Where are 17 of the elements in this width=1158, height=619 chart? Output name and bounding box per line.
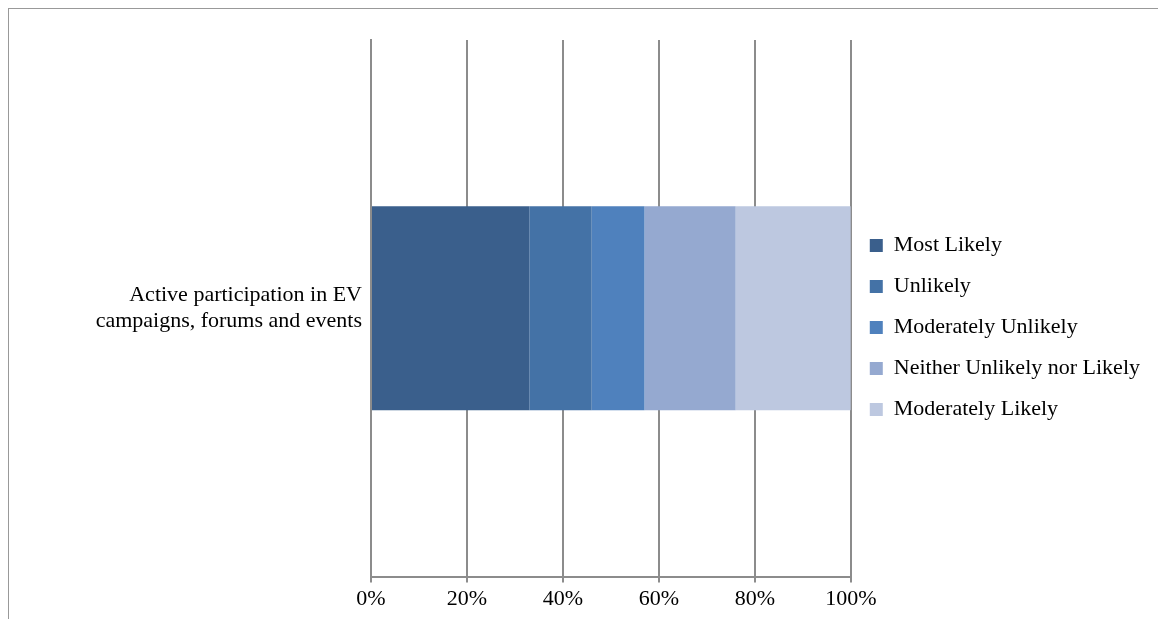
x-tick-label: 80% [734,584,775,610]
x-tick-label: 0% [356,584,386,610]
legend-label: Unlikely [893,272,971,298]
x-tick-label: 60% [638,584,680,610]
bar [591,206,645,411]
bar [372,206,530,411]
legend-label: Neither Unlikely nor Likely [893,354,1141,380]
bar [644,206,736,411]
bar [735,206,851,411]
y-tick-label: Active participation in EV campaigns, forums and events [95,280,363,333]
legend-label: Moderately Likely [893,395,1059,421]
x-tick-label: 20% [446,584,488,610]
x-tick-label: 40% [542,584,584,610]
x-tick-label: 100% [825,584,877,610]
legend-label: Most Likely [893,231,1002,257]
legend-label: Moderately Unlikely [893,313,1078,339]
bar [529,206,592,411]
